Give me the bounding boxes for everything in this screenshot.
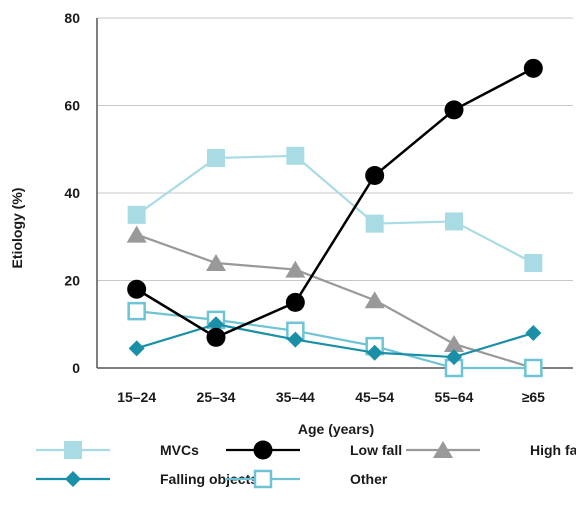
legend-marker xyxy=(64,441,82,459)
y-tick-label: 60 xyxy=(64,98,80,114)
legend-item-other: Other xyxy=(226,469,388,489)
data-point xyxy=(444,334,464,352)
legend-marker xyxy=(433,441,453,458)
data-point xyxy=(287,331,304,348)
y-tick-labels: 0 20 40 60 80 xyxy=(64,10,80,376)
legend: MVCs Low fall High fall Falling objects Othe… xyxy=(36,440,576,489)
series-line xyxy=(136,154,534,264)
legend-label: MVCs xyxy=(160,442,199,458)
data-point xyxy=(365,166,385,185)
legend-marker xyxy=(65,471,81,487)
series-falling-objects xyxy=(128,316,542,366)
data-point xyxy=(127,301,146,321)
data-point xyxy=(206,254,226,271)
x-tick-label: ≥65 xyxy=(522,389,545,405)
data-point xyxy=(207,149,225,167)
legend-label: Low fall xyxy=(350,442,402,458)
legend-item-high-fall: High fall xyxy=(406,441,576,458)
legend-label: Falling objects xyxy=(160,471,258,487)
series-other xyxy=(127,301,543,378)
x-axis-title: Age (years) xyxy=(298,421,374,437)
y-tick-label: 80 xyxy=(64,10,80,26)
legend-label: High fall xyxy=(530,442,576,458)
series-mvcs xyxy=(127,146,543,272)
data-point xyxy=(285,292,305,312)
legend-label: Other xyxy=(350,471,388,487)
data-point xyxy=(208,316,224,333)
data-point xyxy=(445,212,463,231)
data-point xyxy=(365,214,384,233)
data-point xyxy=(366,344,383,361)
data-point xyxy=(523,58,543,78)
x-tick-label: 35–44 xyxy=(276,389,315,405)
y-axis-title: Etiology (%) xyxy=(9,188,25,269)
legend-item-falling-objects: Falling objects xyxy=(36,471,258,487)
data-point xyxy=(446,349,462,366)
legend-item-low-fall: Low fall xyxy=(226,440,402,460)
data-point xyxy=(206,327,226,347)
series-line xyxy=(136,67,534,339)
series-low-fall xyxy=(127,58,543,347)
y-tick-label: 0 xyxy=(72,360,80,376)
data-point xyxy=(127,205,146,224)
data-point xyxy=(286,146,305,165)
data-point xyxy=(128,340,145,357)
data-point xyxy=(126,225,147,243)
data-point xyxy=(444,100,464,120)
series-line xyxy=(136,323,534,359)
data-point xyxy=(524,254,543,272)
data-point xyxy=(127,279,147,299)
legend-marker xyxy=(253,440,273,460)
series-group xyxy=(126,58,544,378)
legend-item-mvcs: MVCs xyxy=(36,441,199,459)
y-tick-label: 40 xyxy=(64,185,80,201)
data-point xyxy=(525,325,542,341)
legend-marker xyxy=(253,469,273,489)
data-point xyxy=(285,260,306,278)
data-point xyxy=(364,291,385,309)
x-tick-label: 45–54 xyxy=(355,389,394,405)
series-line xyxy=(136,233,534,370)
x-tick-label: 55–64 xyxy=(435,389,474,405)
gridlines xyxy=(97,17,573,281)
data-point xyxy=(524,358,543,378)
x-tick-label: 15–24 xyxy=(117,389,156,405)
y-tick-label: 20 xyxy=(64,273,80,289)
series-high-fall xyxy=(126,225,544,376)
series-line xyxy=(136,310,534,370)
x-tick-labels: 15–24 25–34 35–44 45–54 55–64 ≥65 xyxy=(117,389,545,405)
x-tick-label: 25–34 xyxy=(197,389,236,405)
